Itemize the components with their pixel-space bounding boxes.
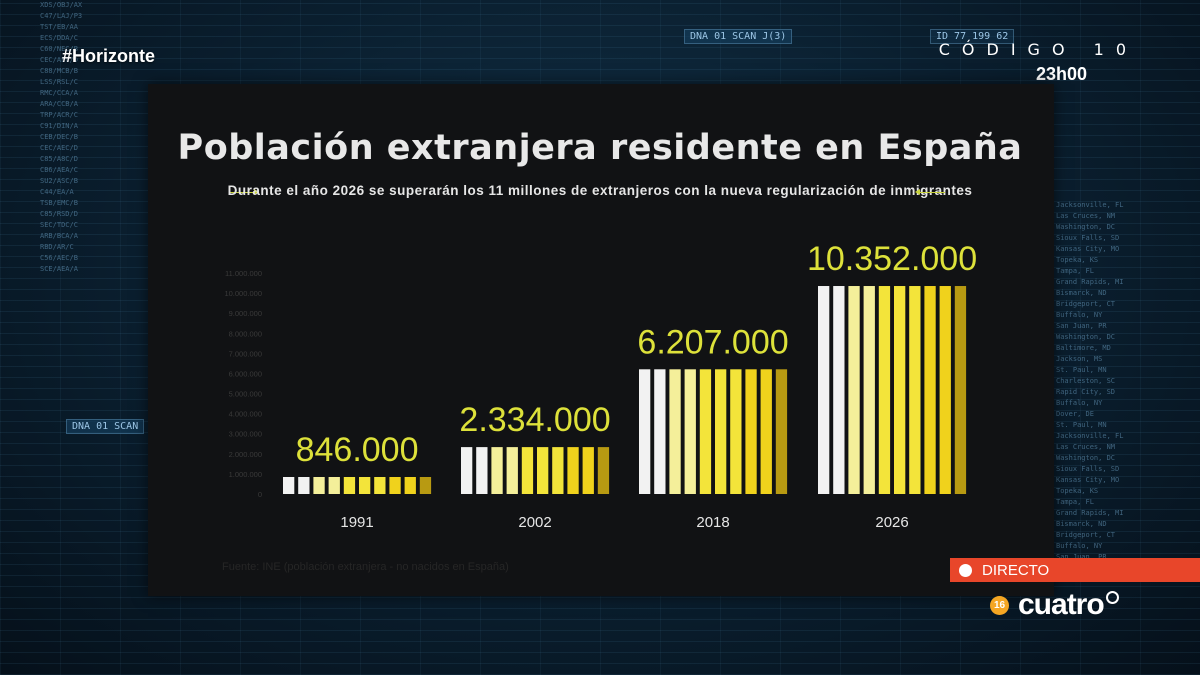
bar-stripe xyxy=(476,447,488,494)
live-banner: DIRECTO xyxy=(950,558,1200,582)
bar-stripe xyxy=(684,369,696,494)
bar-stripe xyxy=(730,369,742,494)
channel-logo: 16 cuatro xyxy=(990,588,1119,622)
bar-stripe xyxy=(328,477,340,494)
chart-source: Fuente: INE (población extranjera - no n… xyxy=(222,561,509,573)
x-category-label: 2026 xyxy=(875,514,908,531)
bar-stripe xyxy=(552,447,564,494)
bar-stripe xyxy=(909,286,921,494)
bar-stripe xyxy=(597,447,610,494)
y-tick-label: 2.000.000 xyxy=(229,450,262,459)
bar-stripe xyxy=(775,369,788,494)
subtitle-arrow-right xyxy=(915,189,945,195)
y-tick-label: 1.000.000 xyxy=(229,470,262,479)
x-category-label: 2002 xyxy=(518,514,551,531)
channel-circle-icon xyxy=(1105,590,1119,604)
bar-stripe xyxy=(389,477,401,494)
bar-stripe xyxy=(461,447,473,494)
bar-stripe xyxy=(419,477,432,494)
bar-stripe xyxy=(374,477,386,494)
y-tick-label: 10.000.000 xyxy=(224,289,262,298)
y-tick-label: 7.000.000 xyxy=(229,349,262,358)
bar-stripe xyxy=(715,369,727,494)
bar-stripe xyxy=(567,447,579,494)
live-dot-icon xyxy=(959,563,972,577)
background-data-column-left: XDS/OBJ/AX C47/LAJ/P3 TST/EB/AA ECS/DDA/… xyxy=(40,1,83,273)
bar-stripe xyxy=(863,286,875,494)
bar-stripe xyxy=(924,286,936,494)
bar-stripe xyxy=(833,286,845,494)
bar-stripe xyxy=(521,447,534,494)
bar-stripe xyxy=(298,477,310,494)
bar-value-label: 10.352.000 xyxy=(807,240,977,278)
chart-title: Población extranjera residente en España xyxy=(177,128,1023,168)
bar-value-label: 6.207.000 xyxy=(637,323,788,361)
bar-value-label: 2.334.000 xyxy=(459,401,610,439)
show-time: 23h00 xyxy=(1035,64,1087,84)
y-tick-label: 5.000.000 xyxy=(229,390,262,399)
bar-stripe xyxy=(760,369,772,494)
y-tick-label: 9.000.000 xyxy=(229,309,262,318)
channel-name: cuatro xyxy=(1018,588,1105,621)
bar-stripe xyxy=(818,286,830,494)
age-rating-badge: 16 xyxy=(990,595,1009,615)
scan-tag-left: DNA 01 SCAN xyxy=(66,419,145,434)
bar-stripe xyxy=(939,286,951,494)
bar-stripe xyxy=(954,286,967,494)
live-label: DIRECTO xyxy=(982,561,1050,579)
bar-stripe xyxy=(639,369,651,494)
y-tick-label: 11.000.000 xyxy=(225,269,262,278)
bar-stripe xyxy=(537,447,549,494)
subtitle-arrow-left xyxy=(229,189,259,195)
x-category-label: 1991 xyxy=(340,514,373,531)
y-tick-label: 8.000.000 xyxy=(229,329,262,338)
bar-stripe xyxy=(491,447,503,494)
bar-stripe xyxy=(699,369,712,494)
bar-stripe xyxy=(878,286,891,494)
bar-value-label: 846.000 xyxy=(296,431,419,469)
y-tick-label: 6.000.000 xyxy=(229,369,262,378)
bar-stripe xyxy=(894,286,906,494)
bar-stripe xyxy=(343,477,356,494)
id-tag: ID 77 199 62 xyxy=(930,29,1015,44)
bar-stripe xyxy=(582,447,594,494)
bar-stripe xyxy=(654,369,666,494)
bar-stripe xyxy=(745,369,757,494)
bar-stripe xyxy=(848,286,860,494)
hashtag: #Horizonte xyxy=(62,46,156,66)
y-tick-label: 4.000.000 xyxy=(229,410,262,419)
y-tick-label: 3.000.000 xyxy=(229,430,262,439)
bar-stripe xyxy=(404,477,416,494)
bar-stripe xyxy=(283,477,295,494)
show-title: CÓDIGO 10 xyxy=(938,40,1138,59)
x-category-label: 2018 xyxy=(696,514,729,531)
bar-stripe xyxy=(313,477,325,494)
bar-stripe xyxy=(669,369,681,494)
bar-stripe xyxy=(359,477,371,494)
bar-stripe xyxy=(506,447,518,494)
y-tick-label: 0 xyxy=(258,490,262,499)
chart-subtitle: Durante el año 2026 se superarán los 11 … xyxy=(227,183,973,198)
scan-tag-top: DNA 01 SCAN J(3) xyxy=(684,29,793,44)
